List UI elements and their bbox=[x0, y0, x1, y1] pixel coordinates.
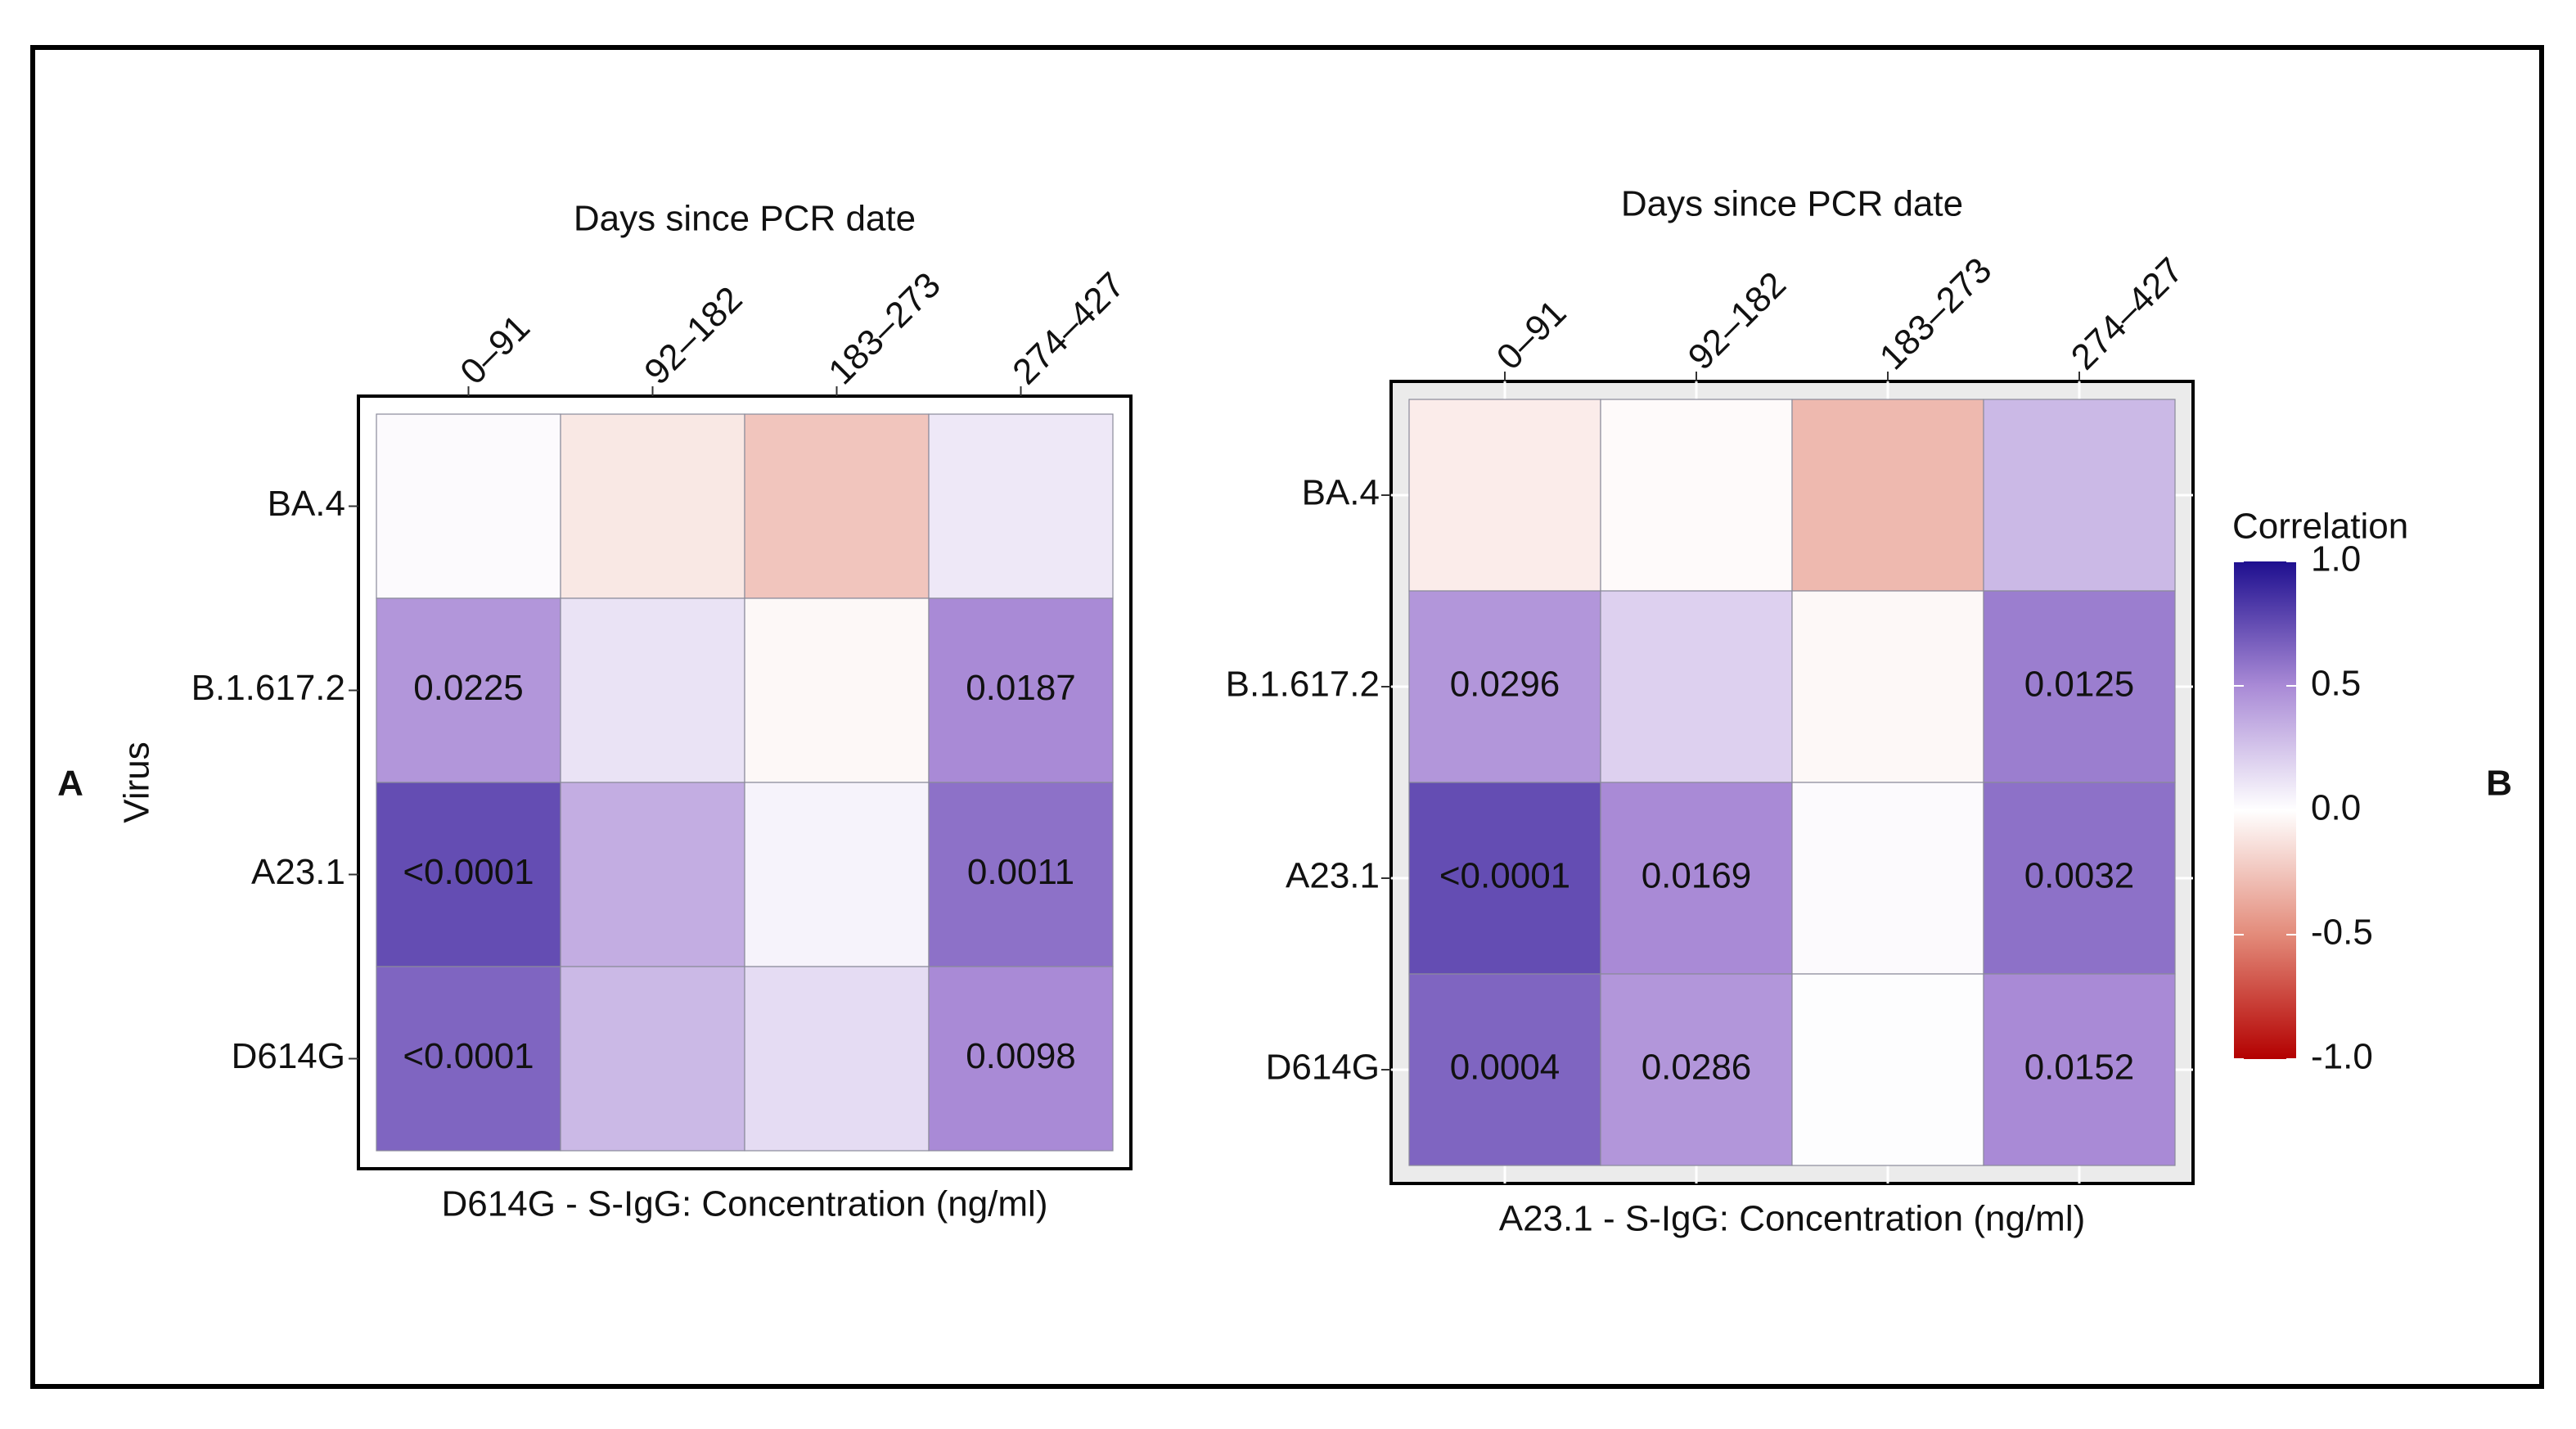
x-axis-title: Days since PCR date bbox=[574, 199, 916, 239]
y-tick-label: B.1.617.2 bbox=[191, 668, 345, 708]
heatmap-cell bbox=[928, 597, 1114, 783]
heatmap-cell bbox=[560, 597, 745, 783]
cell-label: 0.0032 bbox=[2024, 856, 2135, 896]
cell-label: 0.0125 bbox=[2024, 665, 2135, 705]
heatmap-cell bbox=[1983, 782, 2176, 975]
colorbar-tick-label: 0.5 bbox=[2311, 664, 2361, 704]
cell-label: 0.0296 bbox=[1450, 665, 1560, 705]
heatmap-cell bbox=[1983, 973, 2176, 1166]
heatmap-cell bbox=[744, 413, 930, 599]
colorbar-tick-label: 1.0 bbox=[2311, 539, 2361, 579]
cell-label: <0.0001 bbox=[403, 852, 534, 892]
panel-label: B bbox=[2486, 764, 2512, 804]
heatmap-cell bbox=[560, 966, 745, 1152]
heatmap-cell bbox=[928, 966, 1114, 1152]
heatmap-cell bbox=[1408, 590, 1601, 783]
y-tick-label: D614G bbox=[1266, 1048, 1380, 1088]
y-tick-label: BA.4 bbox=[1302, 473, 1380, 513]
heatmap-cell bbox=[560, 413, 745, 599]
x-axis-label: D614G - S-IgG: Concentration (ng/ml) bbox=[442, 1184, 1048, 1224]
heatmap-cell bbox=[376, 597, 561, 783]
cell-label: 0.0225 bbox=[413, 668, 524, 708]
cell-label: <0.0001 bbox=[1439, 856, 1570, 896]
heatmap-cell bbox=[1791, 590, 1984, 783]
colorbar-tick-label: -0.5 bbox=[2311, 913, 2373, 953]
y-tick-label: A23.1 bbox=[251, 852, 345, 892]
y-tick-label: BA.4 bbox=[268, 484, 345, 524]
heatmap-cell bbox=[376, 413, 561, 599]
heatmap-cell bbox=[744, 597, 930, 783]
heatmap-cell bbox=[744, 966, 930, 1152]
heatmap-cell bbox=[1791, 973, 1984, 1166]
colorbar-title: Correlation bbox=[2232, 507, 2408, 547]
y-tick-label: A23.1 bbox=[1286, 856, 1380, 896]
heatmap-cell bbox=[1600, 590, 1793, 783]
heatmap-cell bbox=[560, 782, 745, 967]
x-axis-label: A23.1 - S-IgG: Concentration (ng/ml) bbox=[1499, 1199, 2086, 1239]
heatmap-cell bbox=[376, 782, 561, 967]
y-tick-label: B.1.617.2 bbox=[1226, 665, 1380, 705]
heatmap-cell bbox=[928, 782, 1114, 967]
heatmap-cell bbox=[744, 782, 930, 967]
x-axis-title: Days since PCR date bbox=[1621, 184, 1963, 224]
cell-label: 0.0187 bbox=[966, 668, 1076, 708]
heatmap-cell bbox=[1983, 590, 2176, 783]
y-axis-title: Virus bbox=[117, 742, 157, 823]
heatmap-cell bbox=[928, 413, 1114, 599]
heatmap-cell bbox=[1408, 973, 1601, 1166]
heatmap-cell bbox=[1408, 782, 1601, 975]
cell-label: 0.0286 bbox=[1642, 1048, 1752, 1088]
cell-label: 0.0011 bbox=[967, 852, 1074, 892]
panel-label: A bbox=[57, 764, 83, 804]
cell-label: 0.0169 bbox=[1642, 856, 1752, 896]
heatmap-cell bbox=[1600, 973, 1793, 1166]
colorbar bbox=[2234, 561, 2296, 1059]
cell-label: 0.0098 bbox=[966, 1036, 1076, 1076]
y-tick-label: D614G bbox=[232, 1036, 345, 1076]
heatmap-cell bbox=[1983, 399, 2176, 592]
cell-label: 0.0004 bbox=[1450, 1048, 1560, 1088]
colorbar-tick-label: 0.0 bbox=[2311, 788, 2361, 828]
heatmap-cell bbox=[376, 966, 561, 1152]
cell-label: <0.0001 bbox=[403, 1036, 534, 1076]
colorbar-tick-label: -1.0 bbox=[2311, 1037, 2373, 1077]
cell-label: 0.0152 bbox=[2024, 1048, 2135, 1088]
heatmap-cell bbox=[1408, 399, 1601, 592]
heatmap-cell bbox=[1791, 399, 1984, 592]
heatmap-cell bbox=[1791, 782, 1984, 975]
heatmap-cell bbox=[1600, 399, 1793, 592]
